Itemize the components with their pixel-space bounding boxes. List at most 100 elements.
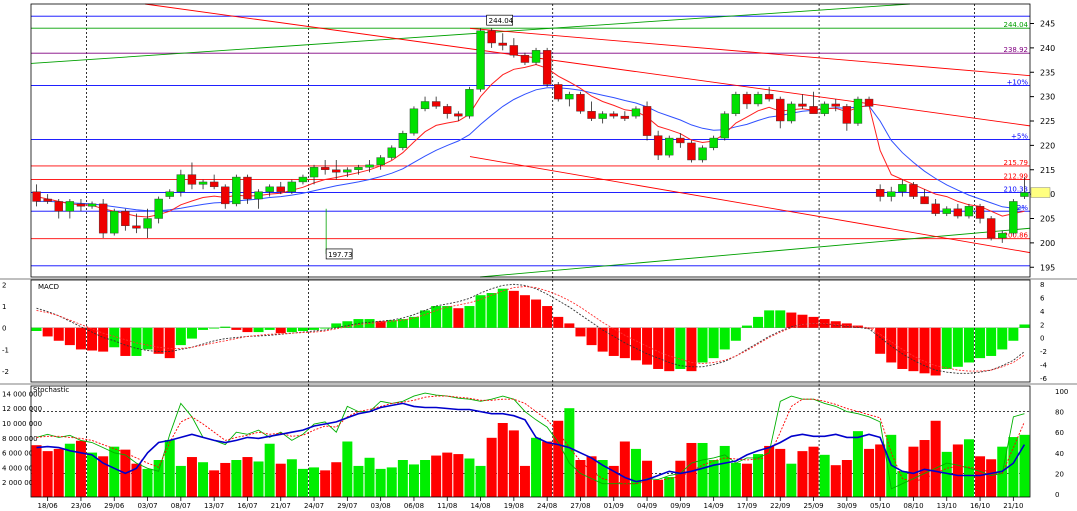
volume-bar [464, 458, 475, 497]
x-tick-label: 30/09 [837, 502, 857, 510]
panel-frame [30, 279, 1031, 383]
price-tick-label: 235 [1040, 68, 1055, 77]
volume-bar [331, 462, 342, 497]
candle-body [642, 106, 652, 136]
price-tick-label: 220 [1040, 141, 1055, 150]
macd-histogram-bar [420, 310, 431, 328]
macd-histogram-bar [886, 327, 897, 363]
x-tick-label: 04/09 [637, 502, 657, 510]
macd-histogram-bar [408, 316, 419, 328]
candle-body [942, 208, 951, 214]
macd-panel: MACD 2 1 0 -1 -2 8 6 4 2 0 -2 -4 -6 [2, 281, 1048, 383]
macd-histogram-bar [453, 308, 464, 328]
panel-frame [30, 385, 1031, 498]
x-tick-label: 23/06 [71, 502, 92, 510]
macd-histogram-bar [775, 310, 786, 328]
x-tick-label: 16/07 [237, 502, 257, 510]
candle-body [887, 191, 896, 197]
macd-histogram-bar [997, 327, 1008, 350]
volume-bar [486, 437, 497, 497]
candle-body [221, 186, 230, 205]
volume-bar [519, 465, 530, 497]
macd-histogram-bar [597, 327, 608, 352]
macd-histogram-bar [31, 327, 42, 331]
price-level-label: 215.79 [1004, 159, 1029, 167]
macd-histogram-bar [1008, 327, 1019, 341]
volume-bar [952, 444, 963, 497]
volume-bar [408, 464, 419, 497]
macd-histogram-bar [586, 327, 597, 346]
candle-body [420, 101, 430, 110]
candle-body [409, 108, 419, 134]
candle-body [853, 98, 863, 124]
macd-histogram-bar [808, 316, 819, 328]
candle-body [653, 135, 663, 156]
candle-body [87, 203, 97, 207]
price-tick-label: 215 [1040, 166, 1055, 175]
price-level-label: +10% [1007, 78, 1029, 86]
candle-body [620, 115, 630, 119]
volume-bar [531, 437, 542, 497]
volume-bar [220, 462, 231, 497]
macd-histogram-bar [519, 295, 530, 328]
candle-body [298, 176, 308, 183]
macd-histogram-bar [941, 327, 952, 369]
volume-bar [830, 465, 841, 497]
macd-right-tick: -2 [1040, 348, 1047, 356]
volume-bar [841, 460, 852, 497]
panel-frames [0, 3, 1077, 498]
x-tick-label: 03/07 [137, 502, 157, 510]
x-tick-label: 13/10 [937, 502, 957, 510]
last-price-tag [1030, 187, 1051, 198]
macd-histogram-bar [98, 327, 109, 352]
trend-line [469, 27, 1031, 77]
x-tick-label: 16/10 [970, 502, 990, 510]
macd-histogram-bar [253, 327, 264, 333]
candle-body [443, 106, 452, 114]
macd-histogram-bar [753, 316, 764, 328]
macd-histogram-bar [686, 327, 697, 372]
macd-histogram-bar [375, 321, 386, 328]
macd-right-tick: -4 [1040, 362, 1048, 370]
candle-body [731, 93, 741, 114]
volume-bar [741, 463, 752, 497]
volume-bar [198, 462, 209, 497]
volume-bar [708, 460, 719, 497]
macd-right-tick: -6 [1040, 375, 1048, 383]
x-axis: 18/06 23/06 29/06 03/07 08/07 13/07 16/07 21/07… [38, 497, 1023, 510]
candle-body [909, 184, 918, 197]
volume-bar [497, 423, 508, 497]
macd-histogram-bar [164, 327, 175, 359]
candle-body [398, 132, 408, 149]
macd-histogram-bar [331, 323, 342, 328]
x-tick-label: 29/07 [337, 502, 357, 510]
macd-histogram-bar [575, 327, 586, 337]
macd-histogram-bar [264, 327, 275, 330]
macd-histogram-bar [42, 327, 53, 337]
volume-bar [819, 454, 830, 497]
volume-bar [1008, 437, 1019, 497]
volume-bar [986, 459, 997, 497]
candle-body [498, 42, 507, 46]
candle-body [243, 176, 252, 200]
candle-body [121, 210, 130, 227]
macd-histogram-bar [386, 320, 397, 328]
candle-body [232, 176, 241, 205]
candle-body [798, 103, 807, 107]
volume-bar [442, 452, 453, 497]
volume-bar [630, 448, 641, 497]
volume-bar [1019, 434, 1030, 497]
volume-bar [542, 441, 553, 497]
price-tick-label: 245 [1040, 20, 1055, 29]
macd-histogram-bar [952, 327, 963, 367]
candle-body [365, 164, 374, 168]
macd-histogram-bar [464, 306, 475, 328]
stochastic-signal-line [36, 402, 1026, 483]
candle-body [209, 181, 219, 188]
candle-body [32, 191, 41, 202]
macd-histogram-bar [719, 327, 730, 350]
x-tick-label: 08/10 [903, 502, 923, 510]
x-tick-label: 21/07 [271, 502, 291, 510]
macd-histogram-bar [75, 327, 86, 350]
